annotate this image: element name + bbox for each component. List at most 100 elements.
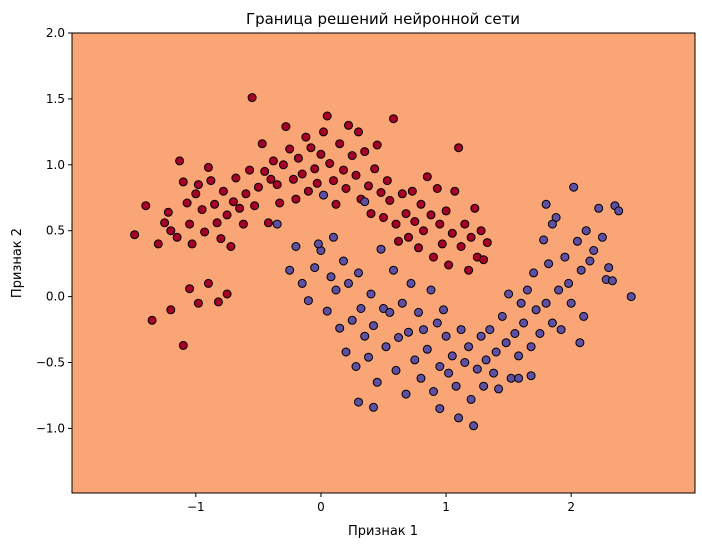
scatter-point [376, 244, 386, 254]
scatter-point [456, 242, 466, 251]
scatter-point [551, 213, 561, 222]
scatter-point [166, 226, 176, 236]
scatter-point [193, 298, 203, 308]
x-axis-label: Признак 1 [348, 524, 418, 539]
scatter-point [456, 325, 466, 335]
scatter-point [510, 329, 520, 338]
scatter-point [130, 230, 140, 240]
scatter-point [569, 182, 579, 192]
scatter-point [585, 256, 595, 266]
scatter-point [326, 272, 336, 282]
scatter-point [285, 265, 295, 275]
scatter-point [406, 278, 416, 288]
plot-frame [71, 32, 696, 494]
scatter-point [347, 315, 357, 325]
scatter-point [322, 111, 332, 121]
scatter-point [414, 243, 423, 253]
scatter-point [389, 114, 398, 124]
scatter-point [253, 182, 263, 192]
scatter-point [382, 176, 392, 186]
scatter-point [238, 219, 248, 229]
scatter-point [447, 228, 457, 238]
scatter-point [497, 311, 507, 321]
scatter-point [466, 232, 476, 242]
scatter-point [172, 232, 182, 242]
scatter-point [385, 307, 395, 317]
scatter-point [541, 298, 551, 308]
scatter-point [482, 238, 492, 248]
scatter-point [504, 289, 514, 299]
scatter-point [228, 197, 238, 207]
scatter-point [451, 381, 461, 391]
scatter-point [472, 364, 482, 374]
scatter-point [191, 189, 201, 199]
scatter-point [319, 127, 328, 137]
scatter-point [325, 159, 335, 168]
scatter-point [293, 153, 303, 163]
x-tick-label: 0 [317, 500, 325, 514]
scatter-point [604, 263, 614, 273]
scatter-point [444, 368, 454, 378]
scatter-point [564, 278, 574, 288]
scatter-point [344, 278, 353, 288]
scatter-point [469, 421, 479, 431]
scatter-point [206, 176, 216, 186]
scatter-point [460, 219, 470, 229]
scatter-point [544, 259, 554, 269]
scatter-point [310, 164, 320, 174]
scatter-point [539, 235, 549, 245]
scatter-point [470, 203, 480, 213]
scatter-point [335, 139, 345, 149]
scatter-point [163, 207, 173, 217]
y-tick-label: −1.0 [36, 421, 65, 435]
scatter-point [218, 186, 228, 196]
scatter-point [439, 305, 448, 315]
scatter-point [404, 327, 413, 337]
scatter-point [476, 331, 486, 341]
scatter-point [381, 342, 391, 352]
scatter-point [494, 384, 504, 394]
scatter-point [441, 331, 451, 341]
scatter-point [501, 338, 511, 348]
scatter-point [222, 210, 232, 220]
scatter-point [479, 255, 489, 265]
scatter-point [313, 239, 323, 249]
y-tick-label: 1.0 [46, 158, 65, 172]
scatter-point [416, 199, 426, 209]
scatter-point [454, 143, 464, 153]
scatter-point [401, 209, 411, 219]
scatter-point [210, 199, 220, 209]
scatter-point [422, 172, 432, 182]
scatter-point [626, 292, 636, 302]
scatter-point [579, 311, 589, 321]
scatter-point [464, 265, 474, 275]
scatter-point [341, 184, 351, 193]
scatter-point [178, 340, 188, 350]
scatter-point [394, 333, 403, 342]
scatter-point [175, 156, 185, 166]
scatter-point [182, 198, 192, 208]
scatter-point [203, 162, 213, 172]
scatter-point [394, 236, 403, 246]
scatter-point [285, 144, 295, 154]
scatter-point [404, 232, 413, 242]
scatter-point [347, 151, 357, 161]
scatter-point [335, 323, 345, 333]
y-tick-label: 1.5 [46, 92, 65, 106]
scatter-point [193, 180, 203, 190]
scatter-point [385, 195, 395, 205]
scatter-point [614, 206, 624, 216]
scatter-point [401, 389, 411, 399]
scatter-point [372, 140, 382, 150]
scatter-point [397, 189, 407, 199]
scatter-point [607, 276, 617, 286]
scatter-point [522, 285, 532, 295]
scatter-point [185, 219, 195, 229]
scatter-point [450, 186, 460, 196]
scatter-point [213, 297, 223, 307]
scatter-point [435, 219, 445, 229]
scatter-point [410, 355, 420, 365]
scatter-point [369, 402, 378, 412]
scatter-point [266, 174, 276, 184]
